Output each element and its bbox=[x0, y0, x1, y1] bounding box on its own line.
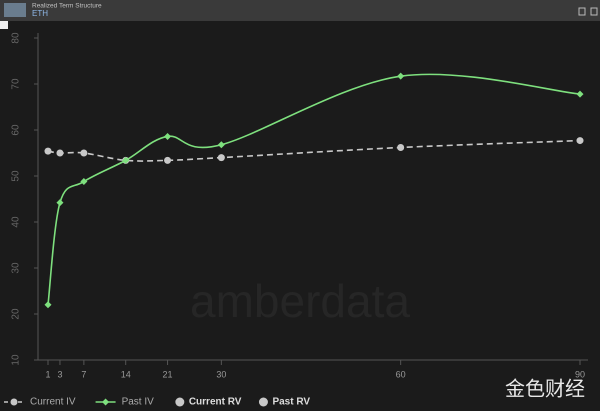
x-tick-label: 14 bbox=[121, 369, 131, 379]
x-tick-label: 7 bbox=[81, 369, 86, 379]
header-bar bbox=[0, 0, 600, 21]
legend-label[interactable]: Current RV bbox=[189, 397, 242, 408]
point bbox=[10, 398, 18, 406]
point bbox=[44, 147, 52, 155]
x-tick-label: 21 bbox=[163, 369, 173, 379]
x-tick-label: 1 bbox=[45, 369, 50, 379]
logo bbox=[4, 3, 26, 17]
x-tick-label: 60 bbox=[396, 369, 406, 379]
point bbox=[397, 143, 405, 151]
point bbox=[164, 132, 172, 140]
y-tick-label: 80 bbox=[11, 32, 22, 44]
y-tick-label: 10 bbox=[11, 354, 22, 366]
point bbox=[217, 141, 225, 149]
y-tick-label: 70 bbox=[11, 78, 22, 90]
y-tick-label: 20 bbox=[11, 308, 22, 320]
legend-label[interactable]: Current IV bbox=[30, 397, 76, 408]
bookmark-icon[interactable] bbox=[578, 7, 586, 16]
header-title: Realized Term Structure bbox=[32, 3, 102, 10]
point bbox=[164, 156, 172, 164]
legend-marker bbox=[258, 397, 268, 407]
y-tick-label: 40 bbox=[11, 216, 22, 228]
x-tick-label: 3 bbox=[57, 369, 62, 379]
y-tick-label: 50 bbox=[11, 170, 22, 182]
y-tick-label: 60 bbox=[11, 124, 22, 136]
point bbox=[56, 149, 64, 157]
point bbox=[217, 154, 225, 162]
watermark: amberdata bbox=[190, 275, 410, 327]
x-tick-label: 30 bbox=[216, 369, 226, 379]
point bbox=[80, 178, 88, 186]
point bbox=[576, 90, 584, 98]
point bbox=[44, 301, 52, 309]
point bbox=[576, 137, 584, 145]
point bbox=[397, 72, 405, 80]
expand-button[interactable] bbox=[0, 21, 8, 29]
point bbox=[102, 398, 110, 406]
x-tick-label: 90 bbox=[575, 369, 585, 379]
menu-icon[interactable] bbox=[590, 7, 598, 16]
point bbox=[122, 156, 130, 164]
legend-label[interactable]: Past RV bbox=[272, 397, 310, 408]
point bbox=[80, 149, 88, 157]
point bbox=[56, 199, 64, 207]
header-subtitle: ETH bbox=[32, 9, 48, 18]
watermark: 金色财经 bbox=[505, 377, 585, 400]
legend-label[interactable]: Past IV bbox=[122, 397, 155, 408]
y-tick-label: 30 bbox=[11, 262, 22, 274]
legend-marker bbox=[175, 397, 185, 407]
